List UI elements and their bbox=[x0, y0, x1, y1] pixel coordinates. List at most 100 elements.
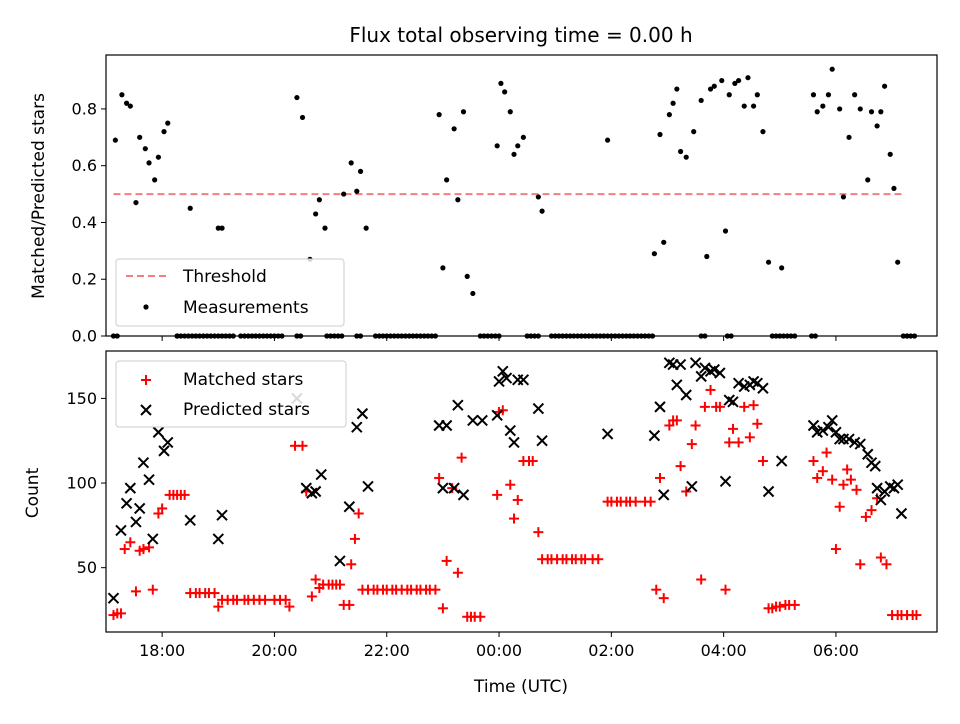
matched-star-point bbox=[834, 501, 845, 512]
measurement-point bbox=[146, 160, 152, 166]
legend-top: Threshold Measurements bbox=[115, 258, 345, 327]
measurement-point bbox=[840, 194, 847, 200]
predicted-star-point bbox=[343, 501, 356, 513]
matched-star-point bbox=[130, 586, 141, 597]
matched-star-point bbox=[655, 472, 665, 483]
measurement-point bbox=[674, 86, 680, 92]
predicted-star-point bbox=[137, 457, 150, 469]
measurement-point bbox=[846, 134, 852, 140]
measurement-point bbox=[341, 191, 347, 197]
predicted-star-point bbox=[476, 414, 488, 427]
matched-star-point bbox=[851, 484, 862, 495]
predicted-star-point bbox=[467, 414, 479, 427]
matched-star-point bbox=[306, 591, 317, 602]
predicted-star-point bbox=[648, 429, 661, 442]
measurement-point bbox=[464, 273, 470, 279]
matched-star-point bbox=[881, 559, 892, 570]
predicted-star-point bbox=[437, 482, 449, 494]
x-tick-label: 00:00 bbox=[476, 641, 522, 660]
x-tick-label: 06:00 bbox=[813, 641, 859, 660]
predicted-star-point bbox=[680, 389, 692, 401]
matched-star-point bbox=[696, 574, 707, 585]
matched-star-point bbox=[125, 537, 136, 548]
predicted-star-point bbox=[671, 379, 683, 391]
predicted-star-point bbox=[699, 362, 711, 374]
measurement-point bbox=[520, 134, 526, 140]
measurement-point bbox=[133, 199, 139, 206]
measurement-point bbox=[651, 251, 657, 257]
predicted-star-point bbox=[732, 377, 745, 389]
measurement-point bbox=[814, 109, 820, 115]
measurement-point bbox=[865, 177, 871, 183]
measurement-point bbox=[707, 86, 714, 92]
predicted-star-point bbox=[351, 421, 363, 433]
matched-star-point bbox=[866, 505, 877, 516]
top-panel: 0.0 0.2 0.4 0.6 0.8 Threshold Measurements bbox=[72, 54, 938, 346]
measurement-point bbox=[313, 211, 319, 217]
measurement-point bbox=[507, 109, 513, 115]
predicted-star-point bbox=[654, 401, 666, 413]
matched-star-point bbox=[827, 474, 838, 485]
matched-star-point bbox=[147, 584, 158, 595]
matched-star-point bbox=[447, 483, 458, 494]
matched-star-point bbox=[838, 479, 849, 490]
matched-star-point bbox=[789, 599, 800, 610]
matched-star-point bbox=[757, 456, 768, 467]
predicted-star-point bbox=[686, 480, 698, 493]
measurement-point bbox=[440, 265, 446, 271]
measurement-point bbox=[745, 75, 751, 81]
predicted-star-point bbox=[727, 396, 739, 408]
predicted-star-point bbox=[708, 363, 720, 376]
matched-star-point bbox=[512, 494, 523, 505]
measurement-point bbox=[127, 103, 133, 109]
measurement-point bbox=[666, 112, 672, 118]
predicted-star-point bbox=[871, 482, 883, 494]
predicted-star-point bbox=[757, 382, 769, 394]
predicted-star-point bbox=[334, 555, 346, 567]
y-tick-label: 0.2 bbox=[72, 270, 97, 289]
predicted-star-point bbox=[356, 407, 369, 420]
predicted-star-point bbox=[504, 424, 516, 437]
predicted-star-point bbox=[508, 436, 520, 449]
predicted-star-point bbox=[440, 419, 453, 432]
matched-star-point bbox=[845, 474, 856, 485]
matched-star-point bbox=[705, 384, 716, 395]
predicted-star-point bbox=[152, 426, 165, 438]
legend-box bbox=[115, 360, 347, 428]
predicted-star-point bbox=[493, 375, 505, 388]
matched-star-point bbox=[441, 555, 452, 566]
measurement-point bbox=[837, 106, 843, 112]
matched-star-point bbox=[808, 456, 819, 467]
measurement-point bbox=[719, 77, 725, 84]
matched-star-point bbox=[492, 489, 503, 500]
measurement-point bbox=[444, 177, 450, 183]
matched-star-point bbox=[774, 601, 785, 612]
measurement-point bbox=[868, 109, 875, 115]
bottom-panel: 18:00 20:00 22:00 00:00 02:00 04:00 06:00 50 100… bbox=[66, 350, 938, 660]
predicted-star-point bbox=[895, 507, 908, 520]
measurement-point bbox=[732, 80, 738, 86]
matched-star-point bbox=[430, 584, 441, 595]
predicted-star-point bbox=[216, 509, 228, 521]
predicted-star-point bbox=[124, 482, 137, 494]
legend-bottom: Matched stars Predicted stars bbox=[115, 360, 347, 428]
matched-star-point bbox=[752, 418, 763, 429]
matched-star-point bbox=[744, 432, 755, 443]
matched-star-point bbox=[675, 461, 686, 472]
measurement-point bbox=[123, 100, 130, 106]
predicted-star-point bbox=[143, 473, 155, 486]
matched-star-point bbox=[821, 447, 832, 458]
matched-star-point bbox=[209, 588, 220, 599]
predicted-star-point bbox=[843, 433, 855, 445]
measurement-point bbox=[891, 185, 897, 192]
predicted-star-point bbox=[807, 419, 820, 432]
axes-frame bbox=[105, 54, 938, 337]
matched-star-point bbox=[630, 496, 641, 507]
measurement-point bbox=[760, 129, 766, 135]
predicted-star-point bbox=[875, 494, 887, 506]
legend-predicted-label: Predicted stars bbox=[183, 400, 310, 420]
y-tick-label: 0.8 bbox=[72, 99, 97, 118]
matched-star-point bbox=[452, 567, 463, 578]
predicted-star-point bbox=[448, 482, 460, 494]
